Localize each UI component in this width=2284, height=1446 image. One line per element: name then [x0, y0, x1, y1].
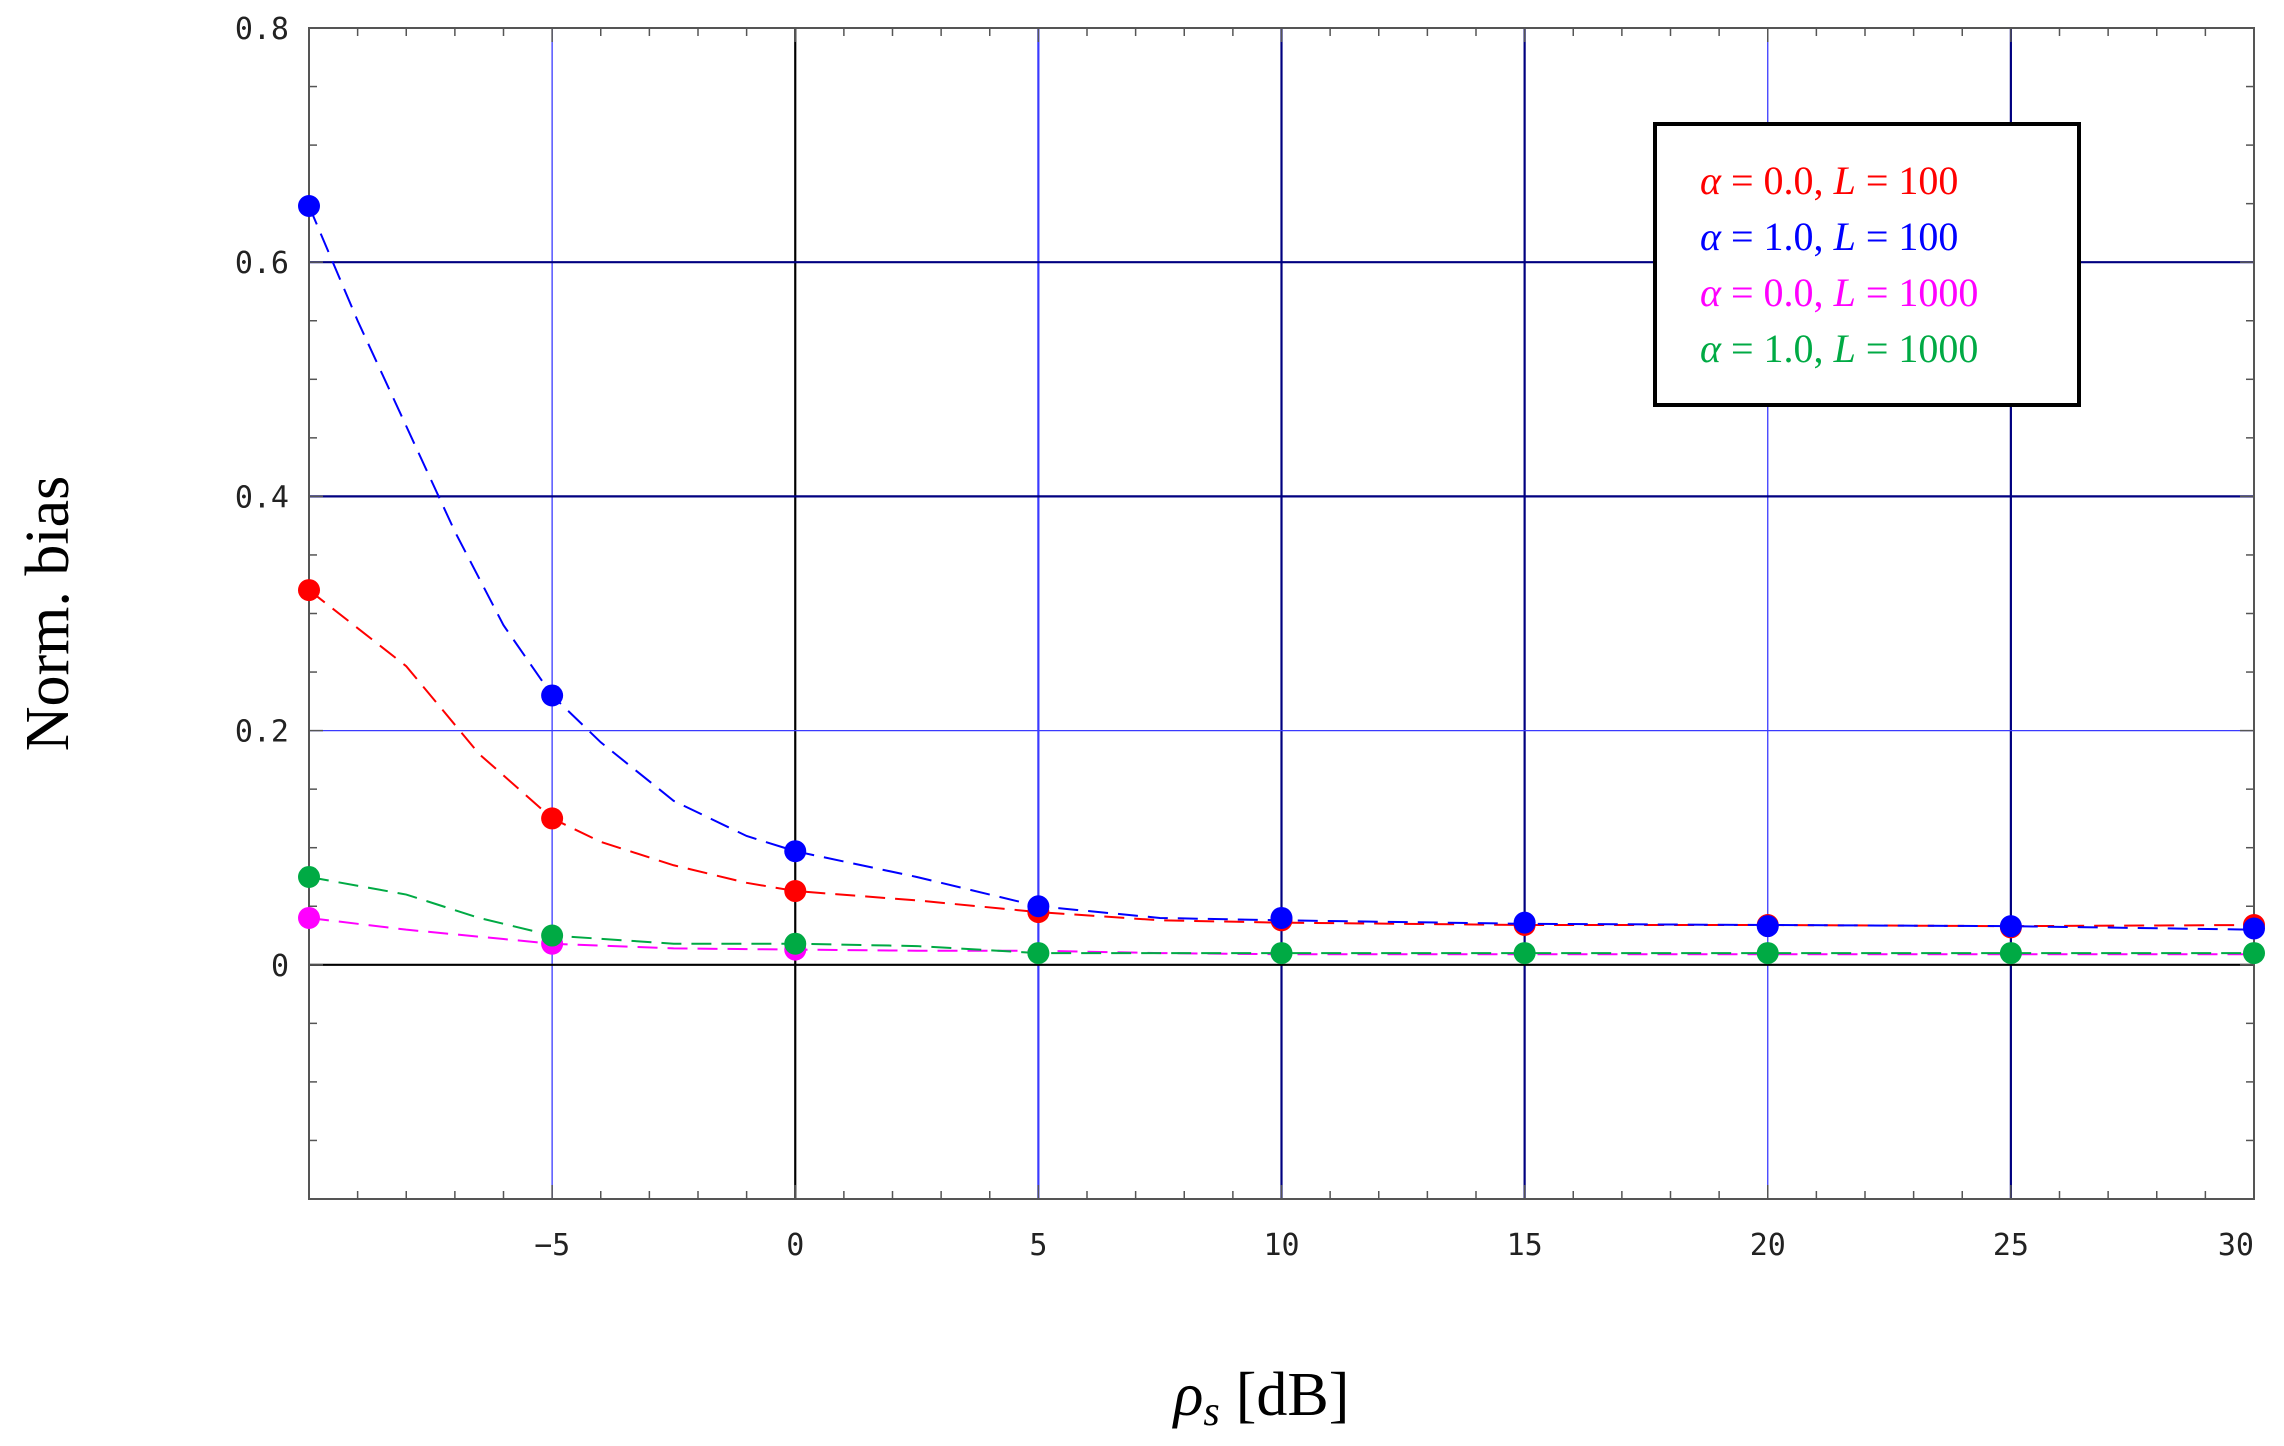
- x-tick-label: −5: [534, 1228, 570, 1263]
- x-tick-label: 25: [1993, 1228, 2029, 1263]
- data-point: [541, 807, 564, 830]
- series: [298, 194, 2265, 940]
- data-point: [298, 579, 320, 602]
- legend-entry-part: L: [1833, 158, 1856, 203]
- data-point: [1027, 895, 1050, 918]
- data-point: [298, 906, 320, 929]
- data-point: [1513, 942, 1536, 965]
- legend-entry-part: L: [1833, 326, 1856, 371]
- x-tick-label: 15: [1507, 1228, 1543, 1263]
- legend-entry-part: = 1000: [1856, 270, 1979, 315]
- data-point: [2243, 942, 2265, 965]
- x-tick-label: 20: [1750, 1228, 1786, 1263]
- y-tick-label: 0.2: [235, 715, 289, 750]
- legend-entry-part: = 100: [1856, 158, 1959, 203]
- legend-entry-part: α: [1700, 158, 1722, 203]
- data-point: [541, 924, 564, 947]
- legend-entry-part: α: [1700, 326, 1722, 371]
- y-tick-label: 0.4: [235, 480, 289, 515]
- data-point: [541, 684, 564, 707]
- data-point: [298, 194, 320, 217]
- data-point: [1756, 942, 1779, 965]
- series-line: [308, 205, 2255, 931]
- data-point: [784, 880, 807, 903]
- series-line: [308, 875, 2254, 955]
- series: [298, 865, 2265, 965]
- legend-entry-part: α: [1700, 214, 1722, 259]
- data-point: [1756, 915, 1779, 938]
- legend-entry-part: = 0.0,: [1721, 270, 1834, 315]
- plot-frame: [308, 27, 2255, 1200]
- data-point: [298, 865, 320, 888]
- series-line: [308, 916, 2254, 956]
- data-point: [1999, 942, 2022, 965]
- legend-entry-part: = 1.0,: [1721, 214, 1834, 259]
- x-tick-label: 5: [1029, 1228, 1047, 1263]
- data-point: [784, 840, 807, 863]
- data-point: [1270, 942, 1293, 965]
- x-axis-subscript: s: [1203, 1389, 1219, 1435]
- data-point: [2243, 917, 2265, 940]
- data-point: [1027, 942, 1050, 965]
- legend-box: [1653, 122, 2081, 407]
- legend-entry: α = 0.0, L = 1000: [1700, 270, 1978, 315]
- x-tick-label: 10: [1263, 1228, 1299, 1263]
- legend-entry-part: = 1.0,: [1721, 326, 1834, 371]
- legend-entry-part: L: [1833, 214, 1856, 259]
- y-axis-label: Norm. bias: [14, 476, 82, 752]
- x-tick-label: 30: [2218, 1228, 2254, 1263]
- data-point: [1999, 915, 2022, 938]
- legend-entry-part: = 1000: [1856, 326, 1979, 371]
- legend-entry: α = 0.0, L = 100: [1700, 158, 1958, 203]
- tick-labels: −5 0 5 10 15 20 25 30 0 0.2 0.4 0.6 0.8: [235, 12, 2254, 1263]
- series-layer: [298, 194, 2265, 965]
- y-tick-label: 0: [271, 949, 289, 984]
- y-tick-label: 0.6: [235, 246, 289, 281]
- data-point: [784, 932, 807, 955]
- data-point: [1270, 906, 1293, 929]
- legend-entry-part: = 0.0,: [1721, 158, 1834, 203]
- legend-entry-part: = 100: [1856, 214, 1959, 259]
- x-axis-symbol: ρ: [1172, 1361, 1204, 1429]
- legend-entry: α = 1.0, L = 100: [1700, 214, 1958, 259]
- data-point: [1513, 911, 1536, 934]
- legend-entry: α = 1.0, L = 1000: [1700, 326, 1978, 371]
- legend-entry-part: α: [1700, 270, 1722, 315]
- x-tick-label: 0: [786, 1228, 804, 1263]
- x-axis-label: ρs [dB]: [1172, 1361, 1350, 1435]
- legend-entry-part: L: [1833, 270, 1856, 315]
- x-axis-unit: [dB]: [1236, 1361, 1350, 1429]
- y-tick-label: 0.8: [235, 12, 289, 47]
